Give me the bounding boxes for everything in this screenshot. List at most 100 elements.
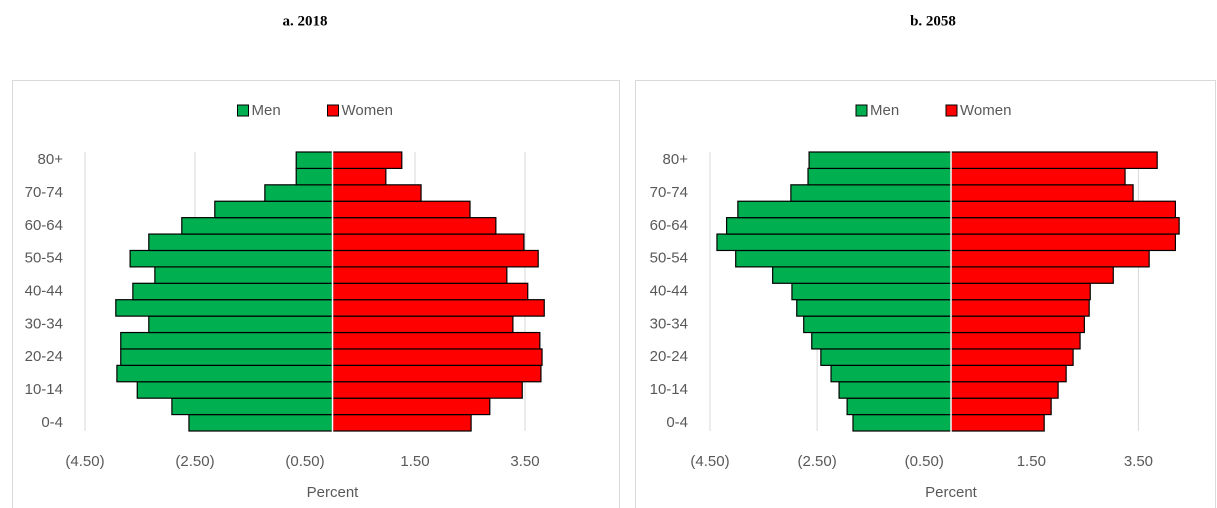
bar	[796, 299, 952, 317]
bar	[120, 348, 334, 366]
bar	[950, 151, 1158, 170]
bar	[331, 249, 539, 268]
bar	[214, 200, 334, 219]
y-tick-label: 0-4	[41, 414, 63, 431]
x-tick-label: (0.50)	[905, 453, 944, 470]
bar	[726, 217, 952, 235]
bar	[811, 331, 952, 350]
bar	[331, 299, 545, 317]
bar	[830, 364, 952, 383]
bar	[950, 397, 1052, 416]
bar	[807, 167, 952, 186]
legend-label: Women	[960, 102, 1011, 119]
bar	[772, 266, 952, 284]
bar	[950, 233, 1176, 252]
y-tick-label: 80+	[38, 151, 64, 168]
bar	[129, 249, 334, 268]
x-tick-label: (2.50)	[798, 453, 837, 470]
bar	[295, 167, 334, 186]
legend-swatch	[945, 104, 958, 117]
bar	[331, 331, 541, 350]
x-tick-label: (2.50)	[175, 453, 214, 470]
bar	[331, 282, 529, 301]
bar	[132, 282, 334, 301]
bar	[950, 282, 1091, 301]
bar	[331, 167, 387, 186]
bar	[331, 217, 497, 235]
x-tick-label: 1.50	[400, 453, 429, 470]
x-axis-label: Percent	[925, 484, 978, 501]
bar	[295, 151, 334, 170]
y-tick-label: 0-4	[666, 414, 688, 431]
bar	[716, 233, 952, 252]
y-tick-label: 60-64	[25, 217, 63, 234]
bar	[950, 348, 1074, 366]
bar	[950, 200, 1176, 219]
x-axis-label: Percent	[307, 484, 360, 501]
panel-frame	[635, 80, 1216, 508]
bar	[950, 266, 1114, 284]
chart-title: a. 2018	[283, 13, 328, 29]
y-tick-label: 10-14	[650, 381, 688, 398]
bar	[181, 217, 334, 235]
bar	[838, 381, 952, 399]
y-tick-label: 10-14	[25, 381, 63, 398]
bar	[820, 348, 952, 366]
bar	[808, 151, 952, 170]
bar	[950, 331, 1081, 350]
bar	[790, 184, 952, 202]
bar	[331, 200, 471, 219]
bar	[171, 397, 334, 416]
bar	[331, 348, 543, 366]
y-tick-label: 80+	[663, 151, 689, 168]
bar	[846, 397, 952, 416]
x-tick-label: (4.50)	[65, 453, 104, 470]
bar	[331, 315, 514, 334]
y-tick-label: 30-34	[650, 315, 688, 332]
bar	[803, 315, 952, 334]
bar	[331, 381, 523, 399]
bar	[264, 184, 334, 202]
bar	[735, 249, 952, 268]
bar	[331, 151, 403, 170]
y-tick-label: 30-34	[25, 315, 63, 332]
y-tick-label: 20-24	[650, 348, 688, 365]
bar	[331, 397, 491, 416]
y-tick-label: 50-54	[25, 250, 63, 267]
bar	[950, 217, 1180, 235]
bar	[154, 266, 334, 284]
bar	[331, 364, 542, 383]
bar	[950, 315, 1085, 334]
x-tick-label: (4.50)	[690, 453, 729, 470]
legend-label: Men	[252, 102, 281, 119]
bar	[950, 381, 1059, 399]
legend-swatch	[237, 104, 249, 117]
bar	[331, 266, 508, 284]
bar	[188, 413, 334, 432]
x-tick-label: 3.50	[510, 453, 539, 470]
legend-label: Men	[870, 102, 899, 119]
y-tick-label: 50-54	[650, 250, 688, 267]
x-tick-label: (0.50)	[285, 453, 324, 470]
legend-swatch	[855, 104, 868, 117]
bar	[148, 315, 334, 334]
bar	[331, 233, 525, 252]
bar	[852, 413, 952, 432]
bar	[331, 184, 422, 202]
bar	[116, 364, 334, 383]
y-tick-label: 40-44	[650, 282, 688, 299]
y-tick-label: 60-64	[650, 217, 688, 234]
bar	[136, 381, 334, 399]
bar	[148, 233, 334, 252]
bar	[950, 184, 1134, 202]
bar	[737, 200, 952, 219]
y-tick-label: 70-74	[650, 184, 688, 201]
legend-label: Women	[342, 102, 393, 119]
bar	[115, 299, 334, 317]
bar	[950, 364, 1067, 383]
y-tick-label: 70-74	[25, 184, 63, 201]
x-tick-label: 1.50	[1017, 453, 1046, 470]
bar	[120, 331, 334, 350]
bar	[950, 413, 1045, 432]
